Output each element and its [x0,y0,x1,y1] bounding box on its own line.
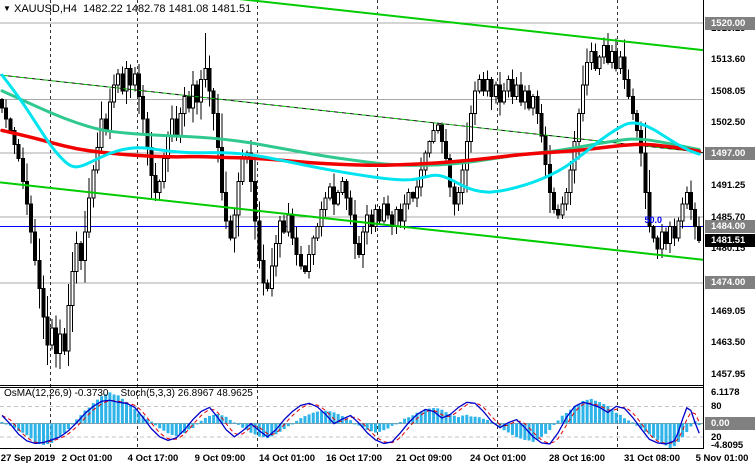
time-tick-label: 16 Oct 17:00 [326,453,382,464]
price-tick-label: 1508.05 [711,85,746,97]
symbol-dropdown-icon[interactable]: ▼ [3,4,11,13]
panel-tick-label: 80 [711,401,722,412]
stoch-indicator-label: Stoch(5,3,3) 26.8967 48.9625 [120,388,253,399]
bid-price-box: 1481.51 [705,234,755,248]
time-tick-label: 14 Oct 01:00 [259,453,315,464]
price-tick-label: 1491.25 [711,180,746,192]
time-tick-label: 4 Oct 17:00 [127,453,179,464]
time-axis[interactable]: 27 Sep 2019 2 Oct 01:00 4 Oct 17:00 9 Oct 0… [0,449,755,473]
osma-histogram [0,392,701,448]
time-tick-label: 9 Oct 09:00 [194,453,246,464]
time-tick-label: 2 Oct 01:00 [61,453,113,464]
price-tick-label: 1457.95 [711,368,746,380]
ohlc-values: 1482.22 1482.78 1481.08 1481.51 [82,3,252,15]
price-level-box: 1497.00 [705,146,755,160]
time-tick-label: 24 Oct 01:00 [470,453,526,464]
time-tick-label: 5 Nov 01:00 [695,453,749,464]
price-tick-label: 1485.70 [711,211,746,223]
osma-indicator-label: OsMA(12,26,9) -0.3730 [4,388,109,399]
price-level-box: 1484.00 [705,219,755,233]
ma-slow-green [0,89,701,167]
time-tick-label: 28 Oct 16:00 [549,453,605,464]
panel-tick-label: 6.1178 [711,387,740,398]
time-tick-label: 21 Oct 09:00 [396,453,452,464]
panel-zero-box: 0.00 [705,416,755,430]
channel-trendlines [0,0,704,261]
price-tick-label: 1480.15 [711,243,746,255]
panel-tick-label: 20 [711,432,722,443]
stoch-main-line [1,399,700,445]
period-separators [50,0,618,448]
price-tick-label: 1513.60 [711,54,746,66]
stoch-signal-line [1,400,700,444]
symbol-period-label: XAUUSD,H4 [14,3,77,15]
price-level-box: 1474.00 [705,276,755,290]
chart-title: XAUUSD,H4 1482.22 1482.78 1481.08 1481.51 [14,3,257,15]
price-axis[interactable]: 1519.151513.601508.051502.501491.251485.… [703,0,755,451]
indicator-labels: OsMA(12,26,9) -0.3730 Stoch(5,3,3) 26.896… [4,388,265,399]
time-tick-label: 27 Sep 2019 [0,453,56,464]
time-tick-label: 31 Oct 08:00 [624,453,680,464]
price-tick-label: 1463.50 [711,337,746,349]
ma-red [0,128,701,168]
price-tick-label: 1469.05 [711,305,746,317]
panel-tick-label: -4.8095 [711,440,744,451]
fibo-50-label: 50.0 [644,215,662,226]
price-level-box: 1520.00 [705,16,755,30]
ma-fast-cyan [0,73,701,194]
candlesticks [0,32,702,370]
price-tick-label: 1502.50 [711,116,746,128]
